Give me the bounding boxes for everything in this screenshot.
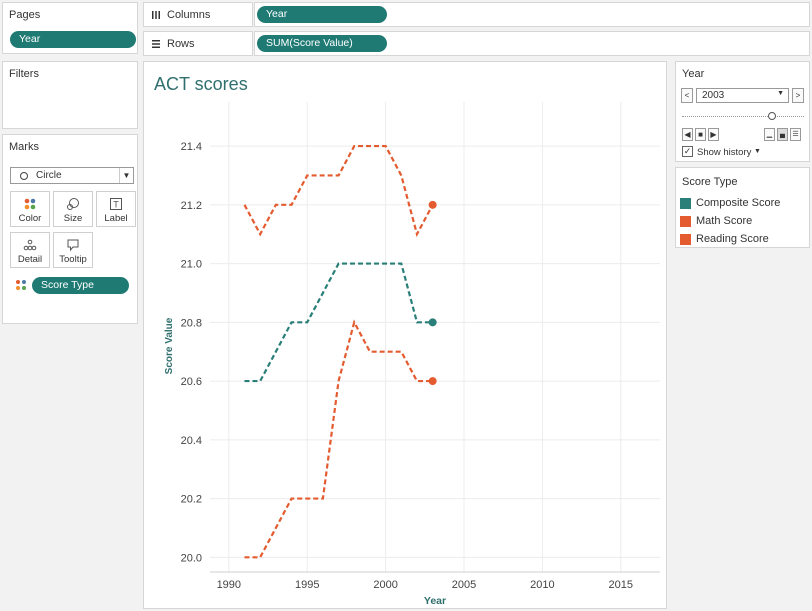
color-dots-icon <box>16 280 26 290</box>
pages-year-pill[interactable]: Year <box>10 31 136 48</box>
y-tick-label: 20.2 <box>181 494 202 506</box>
x-tick-label: 2000 <box>373 579 397 591</box>
show-history-dropdown-icon[interactable]: ▼ <box>754 148 761 155</box>
legend-item-composite-score[interactable]: Composite Score <box>680 197 780 209</box>
x-tick-label: 2010 <box>530 579 554 591</box>
show-history-checkbox[interactable]: ✓ <box>682 146 693 157</box>
x-tick-label: 2005 <box>452 579 476 591</box>
math-score-current-point <box>428 377 437 386</box>
legend-item-math-score[interactable]: Math Score <box>680 215 752 227</box>
marks-title: Marks <box>9 141 39 153</box>
mark-type-dropdown[interactable]: Circle ▼ <box>10 167 134 184</box>
legend-swatch <box>680 233 691 245</box>
y-tick-label: 21.0 <box>181 259 202 271</box>
x-tick-label: 1995 <box>295 579 319 591</box>
y-tick-label: 21.4 <box>181 141 202 153</box>
show-history-label[interactable]: Show history <box>697 147 752 158</box>
columns-label: Columns <box>167 9 211 21</box>
y-tick-label: 20.8 <box>181 317 202 329</box>
x-tick-label: 2015 <box>609 579 633 591</box>
speed-medium-button[interactable]: ▄ <box>777 128 788 141</box>
chevron-down-icon: ▼ <box>119 168 133 183</box>
legend-swatch <box>680 197 691 209</box>
columns-label-wrap: Columns <box>151 9 210 21</box>
size-icon <box>67 198 79 210</box>
color-card-label: Color <box>18 213 42 224</box>
tooltip-card-label: Tooltip <box>59 254 87 265</box>
y-tick-label: 20.4 <box>181 435 202 447</box>
columns-icon <box>152 11 160 19</box>
size-card-label: Size <box>63 213 83 224</box>
composite-score-current-point <box>428 318 437 327</box>
legend-swatch <box>680 215 691 227</box>
legend-item-reading-score[interactable]: Reading Score <box>680 233 769 245</box>
size-card[interactable]: Size <box>53 191 93 227</box>
year-select[interactable]: 2003 ▼ <box>696 88 789 103</box>
legend-label: Math Score <box>696 215 753 227</box>
reading-score-series-line <box>243 144 434 238</box>
chart-worksheet: ACT scores 20.0 20.2 20.4 20.6 20.8 21.0 21.2 2… <box>143 61 667 609</box>
detail-icon <box>23 239 37 251</box>
chevron-down-icon: ▼ <box>777 90 784 97</box>
svg-text:T: T <box>113 200 119 210</box>
prev-year-button[interactable]: < <box>681 88 693 103</box>
act-scores-chart: ACT scores 20.0 20.2 20.4 20.6 20.8 21.0 21.2 2… <box>154 74 660 607</box>
rows-label-wrap: Rows <box>151 38 195 50</box>
circle-icon <box>20 172 28 180</box>
detail-card[interactable]: Detail <box>10 232 50 268</box>
columns-shelf: Columns <box>143 2 253 27</box>
play-forward-button[interactable]: ▶ <box>708 128 719 141</box>
year-select-value: 2003 <box>702 90 725 101</box>
next-year-button[interactable]: > <box>792 88 804 103</box>
rows-drop-area[interactable]: SUM(Score Value) <box>254 31 810 56</box>
y-tick-label: 20.0 <box>181 552 202 564</box>
marks-card: Marks Circle ▼ Color Size T Label Detail… <box>2 134 138 324</box>
stop-button[interactable]: ■ <box>695 128 706 141</box>
label-icon: T <box>110 198 122 210</box>
color-card[interactable]: Color <box>10 191 50 227</box>
label-card-label: Label <box>104 213 128 224</box>
columns-drop-area[interactable]: Year <box>254 2 810 27</box>
filters-title: Filters <box>9 68 39 80</box>
x-axis-label: Year <box>424 595 446 607</box>
filters-shelf[interactable]: Filters <box>2 61 138 129</box>
mark-type-value: Circle <box>36 170 62 181</box>
rows-score-pill[interactable]: SUM(Score Value) <box>257 35 387 52</box>
y-tick-label: 20.6 <box>181 376 202 388</box>
y-axis-label: Score Value <box>164 317 175 374</box>
chart-title: ACT scores <box>154 74 248 94</box>
speed-fast-button[interactable]: ☰ <box>790 128 801 141</box>
year-slider-thumb[interactable] <box>768 112 777 120</box>
page-control: Year < 2003 ▼ > ◀ ■ ▶ ▁ ▄ ☰ ✓ Show histo… <box>675 61 810 162</box>
legend-label: Reading Score <box>696 233 769 245</box>
color-dots-icon <box>24 198 36 210</box>
detail-card-label: Detail <box>17 254 43 265</box>
y-tick-label: 21.2 <box>181 200 202 212</box>
tooltip-card[interactable]: Tooltip <box>53 232 93 268</box>
pages-title: Pages <box>9 9 41 21</box>
score-type-color-pill[interactable]: Score Type <box>32 277 129 294</box>
score-type-legend: Score Type Composite Score Math Score Re… <box>675 167 810 248</box>
reading-score-current-point <box>428 200 437 209</box>
math-score-series-line <box>244 319 433 559</box>
year-slider-track[interactable] <box>682 116 804 117</box>
composite-score-series-line <box>244 262 433 383</box>
legend-title: Score Type <box>682 176 738 188</box>
tooltip-icon <box>67 239 79 252</box>
play-backward-button[interactable]: ◀ <box>682 128 693 141</box>
label-card[interactable]: T Label <box>96 191 136 227</box>
speed-slow-button[interactable]: ▁ <box>764 128 775 141</box>
rows-icon <box>152 40 160 48</box>
x-tick-label: 1990 <box>217 579 241 591</box>
legend-label: Composite Score <box>696 197 781 209</box>
pages-shelf[interactable]: Pages Year <box>2 2 138 54</box>
rows-label: Rows <box>167 38 195 50</box>
rows-shelf: Rows <box>143 31 253 56</box>
page-control-title: Year <box>682 68 705 80</box>
columns-year-pill[interactable]: Year <box>257 6 387 23</box>
